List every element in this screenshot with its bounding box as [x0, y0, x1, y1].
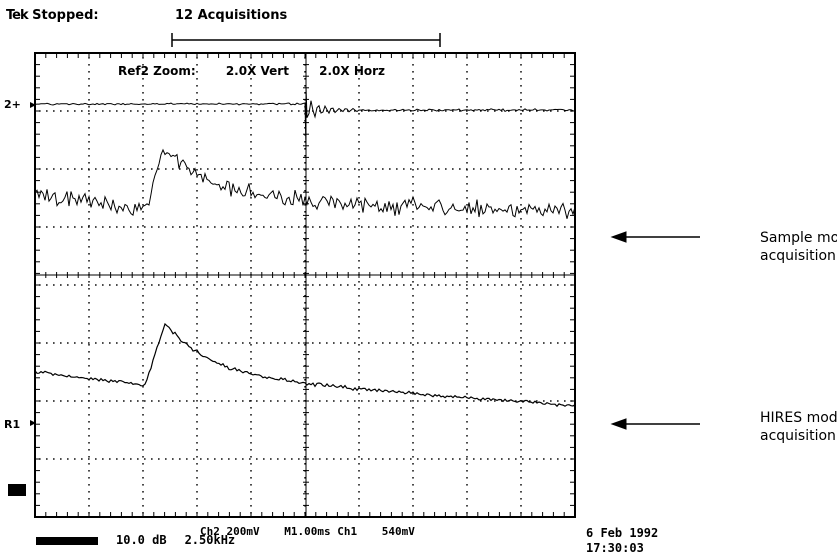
math-indicator — [36, 536, 98, 545]
acquisition-count: 12 Acquisitions — [175, 8, 288, 23]
math-freq: 2.50kHz — [184, 533, 236, 547]
zoom-label: Ref2 Zoom: — [118, 64, 196, 78]
sample-arrow — [610, 231, 700, 243]
date: 6 Feb 1992 — [586, 526, 659, 540]
zoom-vert: 2.0X Vert — [225, 64, 289, 78]
hires-mode-annotation: HIRES mode acquisition — [760, 409, 837, 445]
tek-logo: Tek — [6, 8, 29, 23]
status-text: Stopped: — [32, 8, 99, 23]
hires-mode-trace — [34, 322, 576, 408]
zoom-horz: 2.0X Horz — [319, 64, 386, 78]
sample-annotation-line2: acquisition — [760, 248, 836, 264]
ref-zoom-readout: Ref2 Zoom: 2.0X Vert 2.0X Horz — [118, 64, 411, 78]
ch2-marker-label: 2+ — [4, 98, 21, 111]
sample-annotation-line1: Sample mode — [760, 230, 837, 246]
sample-mode-trace — [34, 148, 576, 219]
timebase: M1.00ms Ch1 — [284, 525, 358, 538]
r1-ground-marker — [30, 420, 36, 426]
hires-annotation-line1: HIRES mode — [760, 410, 837, 426]
r1-marker-label: R1 — [4, 418, 21, 431]
trigger-level: 540mV — [381, 525, 415, 538]
graticule-grid — [39, 57, 573, 514]
acquisition-status: Tek Stopped: — [6, 8, 99, 23]
sample-mode-annotation: Sample mode acquisition — [760, 229, 837, 265]
hires-arrow — [610, 418, 700, 430]
math-db: 10.0 dB — [116, 533, 167, 547]
ch2-trace — [34, 85, 576, 151]
time: 17:30:03 — [586, 541, 644, 555]
hires-annotation-line2: acquisition — [760, 428, 836, 444]
math-marker-box — [8, 484, 26, 496]
math-readout: 10.0 dB 2.50kHz — [36, 533, 253, 547]
record-bracket — [171, 33, 441, 47]
axis-ticks — [34, 52, 575, 517]
ch2-ground-marker — [30, 102, 36, 108]
ch2-scale: Ch2 200mV — [200, 525, 260, 538]
date-time-readout: 6 Feb 1992 17:30:03 — [586, 526, 658, 556]
channel-readout: Ch2 200mV M1.00ms Ch1 540mV — [200, 525, 433, 538]
